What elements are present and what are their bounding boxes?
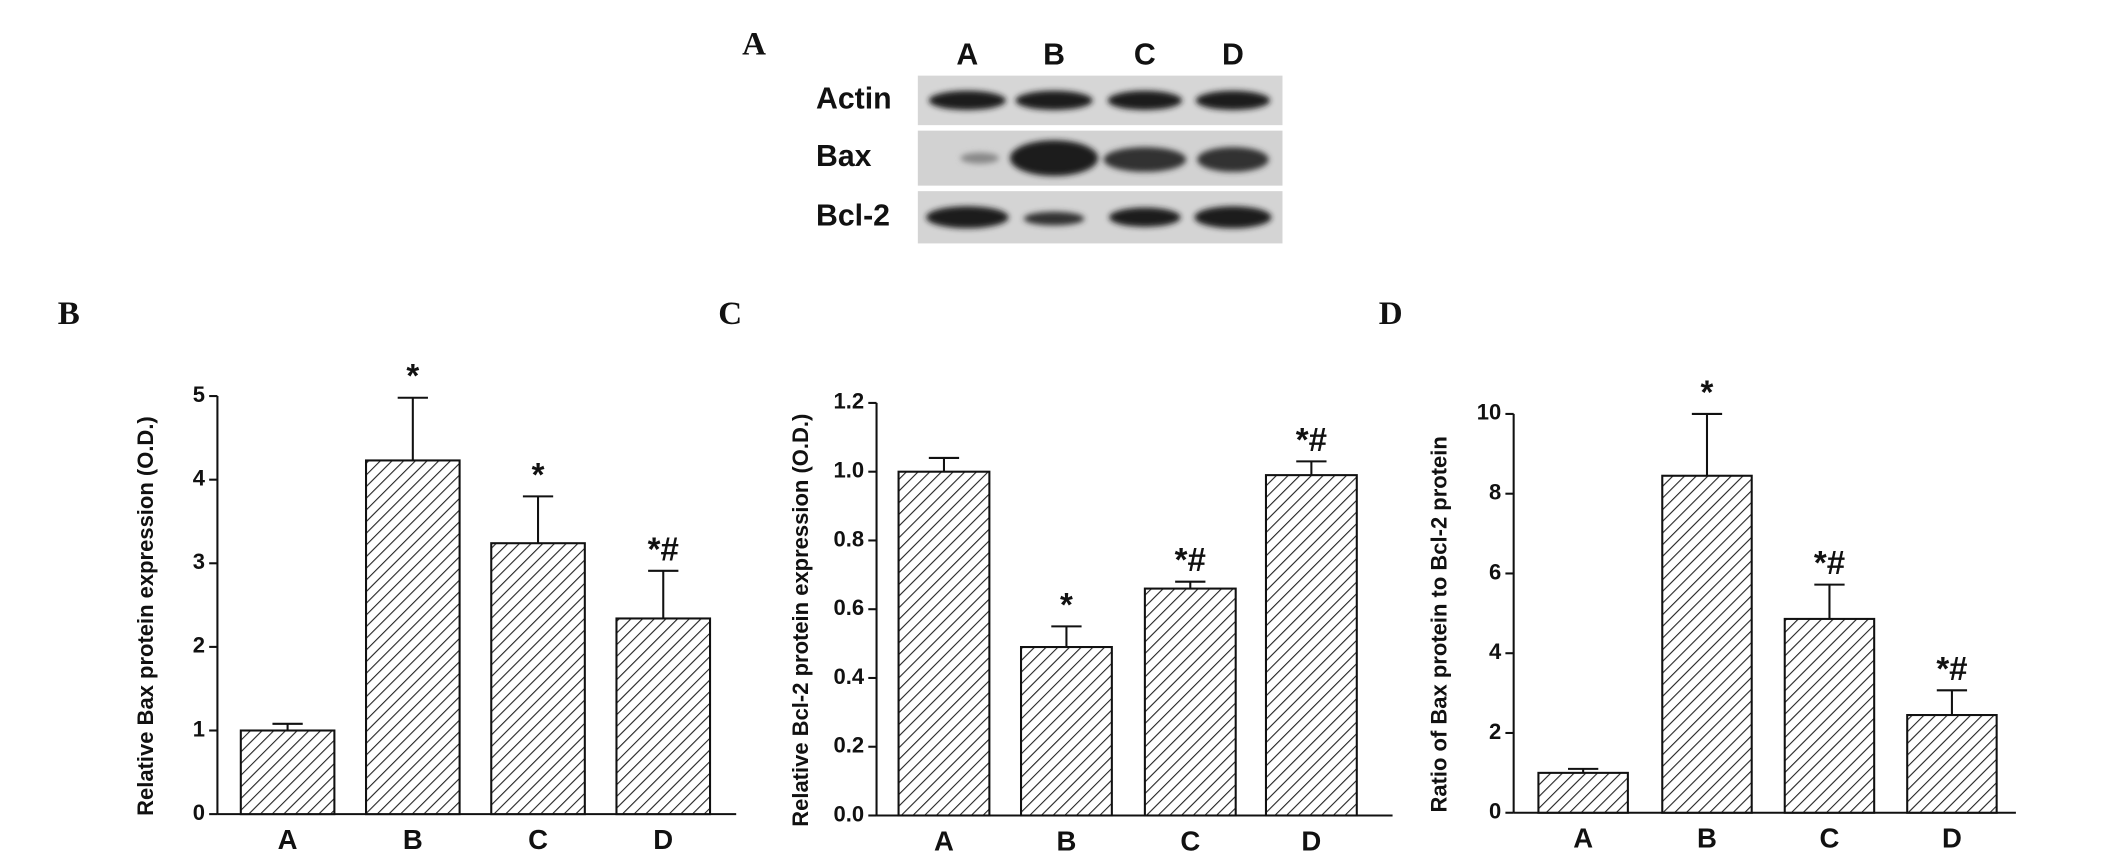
bar [1143, 587, 1237, 817]
y-tick-label: 0.2 [834, 733, 865, 758]
y-tick-label: 3 [193, 549, 205, 574]
x-tick-label: C [1820, 823, 1840, 854]
y-tick-label: 2 [193, 633, 205, 658]
panel-label: B [58, 296, 80, 332]
y-tick-label: 4 [193, 465, 206, 490]
y-tick-label: 2 [1489, 719, 1501, 744]
bar [1537, 771, 1629, 814]
bar [897, 470, 991, 817]
x-tick-label: B [1697, 823, 1717, 854]
panel-label: A [742, 26, 766, 62]
bar [1783, 617, 1876, 814]
y-tick-label: 4 [1489, 639, 1502, 664]
x-tick-label: B [403, 824, 423, 854]
bar [1661, 474, 1753, 814]
y-tick-label: 0 [1489, 799, 1501, 824]
x-tick-label: D [1942, 823, 1962, 854]
panel-label: C [718, 296, 742, 332]
row-label: Actin [816, 82, 892, 115]
bar [490, 542, 586, 816]
y-axis-label: Relative Bcl-2 protein expression (O.D.) [788, 414, 813, 827]
significance-label: * [532, 456, 545, 493]
bar [1019, 646, 1113, 817]
significance-label: *# [1814, 544, 1845, 581]
bar [239, 729, 336, 816]
lane-label: B [1043, 38, 1065, 71]
bar [1906, 714, 1998, 814]
bar [615, 617, 712, 816]
x-tick-label: C [1180, 825, 1200, 854]
panel-label: D [1379, 296, 1403, 332]
significance-label: *# [1175, 541, 1206, 578]
lane-label: C [1134, 38, 1156, 71]
x-tick-label: A [278, 824, 298, 854]
y-tick-label: 1 [193, 716, 205, 741]
lane-label: A [956, 38, 978, 71]
y-axis-label: Ratio of Bax protein to Bcl-2 protein [1427, 436, 1452, 812]
significance-label: * [1701, 373, 1714, 410]
blot-image [917, 75, 1283, 244]
significance-label: *# [1936, 650, 1967, 687]
row-label: Bax [816, 140, 872, 173]
y-tick-label: 0 [193, 800, 205, 825]
row-label: Bcl-2 [816, 199, 890, 232]
y-tick-label: 1.0 [834, 458, 865, 483]
significance-label: * [1060, 586, 1073, 623]
significance-label: *# [648, 530, 679, 567]
y-tick-label: 0.8 [834, 526, 865, 551]
significance-label: * [406, 357, 419, 394]
x-tick-label: A [1573, 823, 1593, 854]
x-tick-label: D [653, 824, 673, 854]
y-tick-label: 0.4 [834, 664, 865, 689]
significance-label: *# [1296, 421, 1327, 458]
x-tick-label: C [528, 824, 548, 854]
x-tick-label: A [934, 825, 954, 854]
y-tick-label: 0.0 [834, 801, 865, 826]
y-tick-label: 8 [1489, 480, 1501, 505]
y-tick-label: 5 [193, 382, 205, 407]
y-axis-label: Relative Bax protein expression (O.D.) [133, 416, 158, 816]
x-tick-label: B [1056, 825, 1076, 854]
x-tick-label: D [1301, 825, 1321, 854]
bar [1264, 474, 1358, 817]
y-tick-label: 0.6 [834, 595, 865, 620]
y-tick-label: 10 [1477, 400, 1501, 425]
y-tick-label: 1.2 [834, 389, 865, 414]
bar [364, 459, 461, 816]
y-tick-label: 6 [1489, 559, 1501, 584]
lane-label: D [1222, 38, 1244, 71]
